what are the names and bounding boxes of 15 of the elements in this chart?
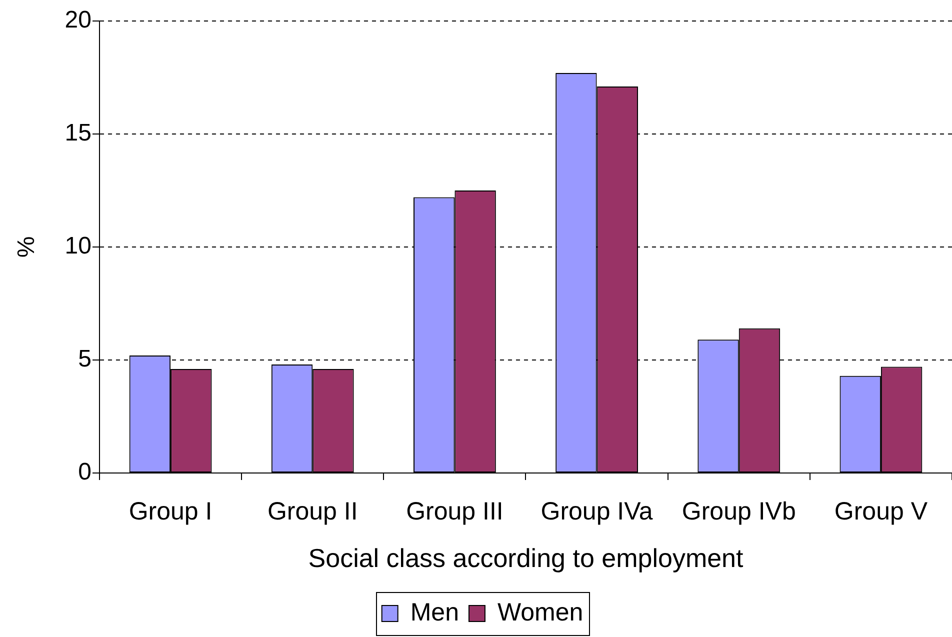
x-tick-label: Group II: [267, 497, 358, 526]
x-tick-label: Group V: [834, 497, 928, 526]
x-tick-label: Group IVb: [682, 497, 796, 526]
x-axis-title: Social class according to employment: [308, 543, 744, 574]
x-tick-label: Group III: [406, 497, 504, 526]
y-axis-title: %: [13, 236, 40, 258]
legend-label: Women: [497, 598, 584, 626]
y-tick-label: 5: [78, 346, 92, 373]
legend-label: Men: [410, 598, 459, 626]
y-tick-label: 0: [78, 458, 92, 486]
y-tick-label: 15: [64, 120, 92, 147]
x-tick-label: Group IVa: [540, 497, 653, 526]
y-tick-label: 10: [64, 232, 92, 260]
x-tick-label: Group I: [128, 497, 212, 526]
y-tick-label: 20: [64, 6, 92, 34]
